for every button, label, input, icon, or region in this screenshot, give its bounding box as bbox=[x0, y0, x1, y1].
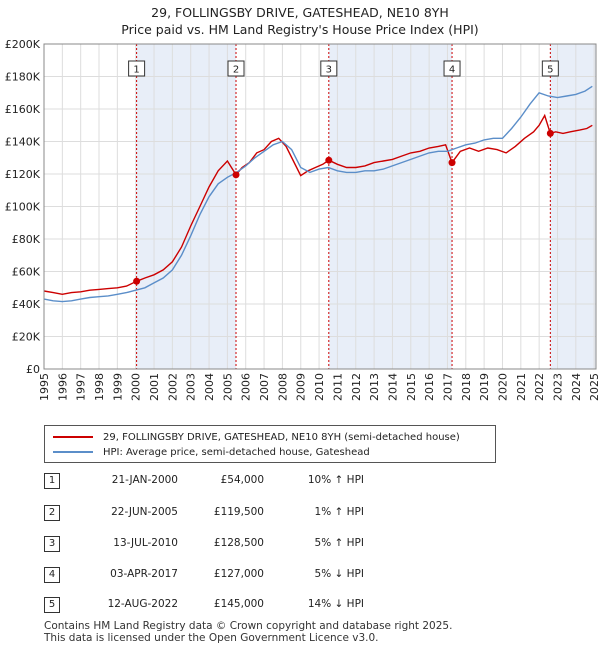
x-tick-label: 2005 bbox=[221, 373, 234, 401]
sale-hpi-diff: 1% ↑ HPI bbox=[314, 506, 364, 518]
sale-label-box bbox=[128, 60, 146, 77]
footer-license: This data is licensed under the Open Gov… bbox=[44, 632, 379, 644]
x-tick-label: 2002 bbox=[166, 373, 179, 401]
property-price-line bbox=[43, 113, 593, 296]
x-tick-label: 2020 bbox=[496, 373, 509, 401]
x-tick-label: 2023 bbox=[551, 373, 564, 401]
sale-date: 03-APR-2017 bbox=[110, 568, 178, 580]
sale-price: £119,500 bbox=[213, 506, 264, 518]
y-tick-label: £100K bbox=[5, 201, 41, 214]
chart-title: 29, FOLLINGSBY DRIVE, GATESHEAD, NE10 8Y… bbox=[0, 4, 600, 38]
sale-date: 13-JUL-2010 bbox=[113, 537, 178, 549]
sale-date: 22-JUN-2005 bbox=[111, 506, 178, 518]
sale-label-box bbox=[541, 60, 559, 77]
x-tick-label: 2007 bbox=[258, 373, 271, 401]
sale-number-badge: 3 bbox=[44, 536, 60, 552]
sale-row: 4 03-APR-2017 £127,000 5% ↓ HPI bbox=[44, 567, 444, 585]
sale-label-text: 4 bbox=[449, 65, 455, 76]
sale-label-box bbox=[443, 60, 461, 77]
sale-hpi-diff: 5% ↑ HPI bbox=[314, 537, 364, 549]
x-tick-label: 2014 bbox=[386, 373, 399, 401]
x-tick-label: 2003 bbox=[185, 373, 198, 401]
sale-price: £145,000 bbox=[213, 598, 264, 610]
title-subtitle: Price paid vs. HM Land Registry's House … bbox=[121, 22, 479, 37]
sale-hpi-diff: 14% ↓ HPI bbox=[307, 598, 364, 610]
sale-point bbox=[325, 156, 333, 164]
y-tick-label: £20K bbox=[12, 331, 41, 344]
y-tick-label: £0 bbox=[26, 363, 40, 376]
x-tick-label: 2024 bbox=[570, 373, 583, 401]
sale-label-text: 1 bbox=[133, 65, 139, 76]
x-tick-label: 2009 bbox=[295, 373, 308, 401]
sale-date: 12-AUG-2022 bbox=[107, 598, 178, 610]
x-tick-label: 2017 bbox=[441, 373, 454, 401]
footer-copyright: Contains HM Land Registry data © Crown c… bbox=[44, 620, 453, 632]
sale-label-text: 2 bbox=[233, 65, 239, 76]
sale-label-box bbox=[320, 60, 338, 77]
y-tick-label: £80K bbox=[12, 233, 41, 246]
sale-label-text: 3 bbox=[326, 65, 332, 76]
y-tick-label: £60K bbox=[12, 266, 41, 279]
legend: 29, FOLLINGSBY DRIVE, GATESHEAD, NE10 8Y… bbox=[44, 425, 496, 463]
x-tick-label: 2018 bbox=[460, 373, 473, 401]
plot-frame bbox=[43, 43, 597, 370]
footer-credits: Contains HM Land Registry data © Crown c… bbox=[44, 620, 452, 644]
x-tick-label: 2013 bbox=[368, 373, 381, 401]
x-tick-label: 2006 bbox=[240, 373, 253, 401]
x-tick-label: 2004 bbox=[203, 373, 216, 401]
sale-row: 2 22-JUN-2005 £119,500 1% ↑ HPI bbox=[44, 505, 444, 523]
x-tick-label: 2025 bbox=[588, 373, 600, 401]
y-tick-label: £180K bbox=[5, 71, 41, 84]
x-tick-label: 1998 bbox=[93, 373, 106, 401]
legend-item-property: 29, FOLLINGSBY DRIVE, GATESHEAD, NE10 8Y… bbox=[53, 430, 460, 444]
x-tick-label: 1996 bbox=[56, 373, 69, 401]
y-tick-label: £140K bbox=[5, 136, 41, 149]
x-tick-label: 2015 bbox=[405, 373, 418, 401]
x-tick-label: 2010 bbox=[313, 373, 326, 401]
x-tick-label: 2019 bbox=[478, 373, 491, 401]
sale-label-text: 5 bbox=[547, 65, 553, 76]
sale-row: 3 13-JUL-2010 £128,500 5% ↑ HPI bbox=[44, 536, 444, 554]
x-tick-label: 2022 bbox=[533, 373, 546, 401]
sale-price: £128,500 bbox=[213, 537, 264, 549]
x-tick-label: 2012 bbox=[350, 373, 363, 401]
hpi-line bbox=[43, 85, 593, 303]
x-tick-label: 2011 bbox=[331, 373, 344, 401]
x-tick-label: 2016 bbox=[423, 373, 436, 401]
sale-number-badge: 1 bbox=[44, 473, 60, 489]
sale-price: £54,000 bbox=[220, 474, 264, 486]
sale-point bbox=[448, 159, 456, 167]
legend-label-property: 29, FOLLINGSBY DRIVE, GATESHEAD, NE10 8Y… bbox=[103, 431, 460, 443]
legend-swatch-hpi bbox=[53, 451, 93, 453]
x-tick-label: 2021 bbox=[515, 373, 528, 401]
x-tick-label: 1997 bbox=[75, 373, 88, 401]
y-tick-label: £40K bbox=[12, 298, 41, 311]
sale-label-box bbox=[227, 60, 245, 77]
sale-price: £127,000 bbox=[213, 568, 264, 580]
sale-point bbox=[546, 129, 554, 137]
x-tick-label: 2000 bbox=[130, 373, 143, 401]
sale-hpi-diff: 10% ↑ HPI bbox=[307, 474, 364, 486]
x-tick-label: 2008 bbox=[276, 373, 289, 401]
sale-number-badge: 4 bbox=[44, 567, 60, 583]
sale-row: 1 21-JAN-2000 £54,000 10% ↑ HPI bbox=[44, 473, 444, 491]
sale-row: 5 12-AUG-2022 £145,000 14% ↓ HPI bbox=[44, 597, 444, 615]
sale-hpi-diff: 5% ↓ HPI bbox=[314, 568, 364, 580]
x-tick-label: 1995 bbox=[38, 373, 51, 401]
sale-point bbox=[232, 171, 240, 179]
sale-date: 21-JAN-2000 bbox=[111, 474, 178, 486]
legend-swatch-property bbox=[53, 436, 93, 438]
sale-point bbox=[133, 277, 141, 285]
y-tick-label: £160K bbox=[5, 103, 41, 116]
sale-number-badge: 5 bbox=[44, 597, 60, 613]
price-chart: 1 2 3 4 5 £0 £20K £40K £60K £80K £100K £120K £140K £1… bbox=[5, 38, 600, 401]
y-tick-label: £200K bbox=[5, 38, 41, 51]
y-tick-label: £120K bbox=[5, 168, 41, 181]
title-address: 29, FOLLINGSBY DRIVE, GATESHEAD, NE10 8Y… bbox=[151, 5, 449, 20]
legend-item-hpi: HPI: Average price, semi-detached house,… bbox=[53, 445, 370, 459]
legend-label-hpi: HPI: Average price, semi-detached house,… bbox=[103, 446, 370, 458]
sale-number-badge: 2 bbox=[44, 505, 60, 521]
x-tick-label: 1999 bbox=[111, 373, 124, 401]
x-tick-label: 2001 bbox=[148, 373, 161, 401]
